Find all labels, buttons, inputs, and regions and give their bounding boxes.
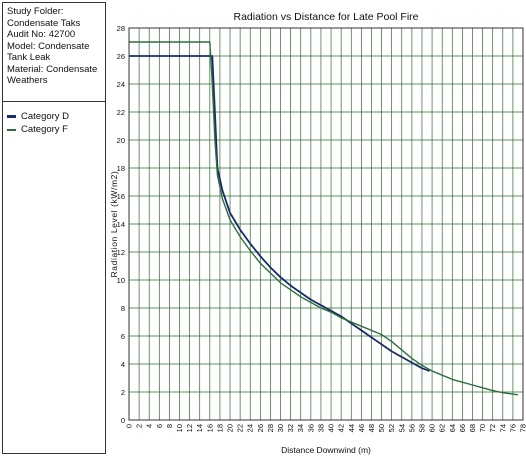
model-line: Model: Condensate Tank Leak <box>7 40 90 64</box>
y-tick-label: 20 <box>117 136 125 145</box>
x-tick-label: 0 <box>125 424 134 428</box>
plot-frame <box>128 27 524 421</box>
x-tick-label: 46 <box>357 424 366 432</box>
audit-number-line: Audit No: 42700 <box>7 29 76 40</box>
y-tick-label: 12 <box>117 248 125 257</box>
study-info: Study Folder: Condensate Taks Audit No: … <box>3 3 105 102</box>
x-tick-label: 6 <box>155 424 164 428</box>
legend-label-category-d: Category D <box>21 110 70 122</box>
y-tick-label: 8 <box>121 304 125 313</box>
x-tick-label: 30 <box>276 424 285 432</box>
y-tick-label: 2 <box>121 388 125 397</box>
x-tick-label: 76 <box>508 424 517 432</box>
x-tick-label: 50 <box>377 424 386 432</box>
y-tick-label: 28 <box>117 24 125 33</box>
legend-item-category-d: Category D <box>7 110 102 123</box>
y-tick-label: 0 <box>121 416 125 425</box>
y-tick-label: 22 <box>117 108 125 117</box>
info-panel: Study Folder: Condensate Taks Audit No: … <box>2 2 106 454</box>
x-tick-label: 26 <box>256 424 265 432</box>
legend-item-category-f: Category F <box>7 123 102 136</box>
x-tick-label: 66 <box>458 424 467 432</box>
material-line: Material: Condensate Weathers <box>7 63 98 87</box>
x-tick-label: 42 <box>337 424 346 432</box>
legend-label-category-f: Category F <box>21 123 68 135</box>
y-tick-label: 24 <box>117 80 125 89</box>
x-tick-label: 74 <box>498 424 507 432</box>
x-tick-label: 4 <box>145 424 154 428</box>
grid <box>128 27 524 421</box>
x-axis-label: Distance Downwind (m) <box>281 445 371 455</box>
x-tick-labels: 0 2 4 6 8 10 12 14 16 18 20 22 24 26 28 30 32 34 36 38 40 42 4… <box>125 424 526 432</box>
x-tick-label: 16 <box>205 424 214 432</box>
x-tick-label: 48 <box>367 424 376 432</box>
y-tick-label: 16 <box>117 192 125 201</box>
series-lines <box>129 41 518 396</box>
y-tick-label: 14 <box>117 220 125 229</box>
x-tick-label: 2 <box>135 424 144 428</box>
x-tick-label: 34 <box>296 424 305 432</box>
x-tick-label: 10 <box>175 424 184 432</box>
x-tick-label: 38 <box>316 424 325 432</box>
x-tick-label: 24 <box>246 424 255 432</box>
x-tick-label: 28 <box>266 424 275 432</box>
legend: Category D Category F <box>3 102 105 136</box>
y-tick-label: 4 <box>121 360 125 369</box>
x-tick-label: 60 <box>428 424 437 432</box>
x-tick-label: 22 <box>236 424 245 432</box>
x-tick-label: 58 <box>417 424 426 432</box>
x-tick-label: 52 <box>387 424 396 432</box>
x-tick-label: 64 <box>448 424 457 432</box>
x-tick-label: 20 <box>226 424 235 432</box>
x-tick-label: 78 <box>519 424 526 432</box>
series-line-category-d <box>129 55 430 372</box>
x-tick-label: 18 <box>215 424 224 432</box>
x-tick-label: 32 <box>286 424 295 432</box>
x-tick-label: 72 <box>488 424 497 432</box>
x-tick-label: 12 <box>185 424 194 432</box>
chart-title: Radiation vs Distance for Late Pool Fire <box>233 11 418 23</box>
x-tick-label: 40 <box>327 424 336 432</box>
legend-swatch-category-f <box>7 128 16 131</box>
y-axis-label: Radiation Level (kW/m2) <box>109 171 119 278</box>
radiation-chart: Radiation vs Distance for Late Pool Fire… <box>109 11 526 455</box>
y-tick-label: 26 <box>117 52 125 61</box>
x-tick-label: 14 <box>195 424 204 432</box>
y-tick-label: 6 <box>121 332 125 341</box>
x-tick-label: 62 <box>438 424 447 432</box>
x-tick-label: 70 <box>478 424 487 432</box>
x-tick-label: 8 <box>165 424 174 428</box>
x-tick-label: 56 <box>407 424 416 432</box>
x-tick-label: 54 <box>397 424 406 432</box>
x-tick-label: 36 <box>306 424 315 432</box>
legend-swatch-category-d <box>7 115 16 118</box>
x-tick-label: 68 <box>468 424 477 432</box>
x-tick-label: 44 <box>347 424 356 432</box>
study-folder-line: Study Folder: Condensate Taks <box>7 6 81 29</box>
y-tick-label: 10 <box>117 276 125 285</box>
y-tick-label: 18 <box>117 164 125 173</box>
series-line-category-f <box>129 41 518 396</box>
